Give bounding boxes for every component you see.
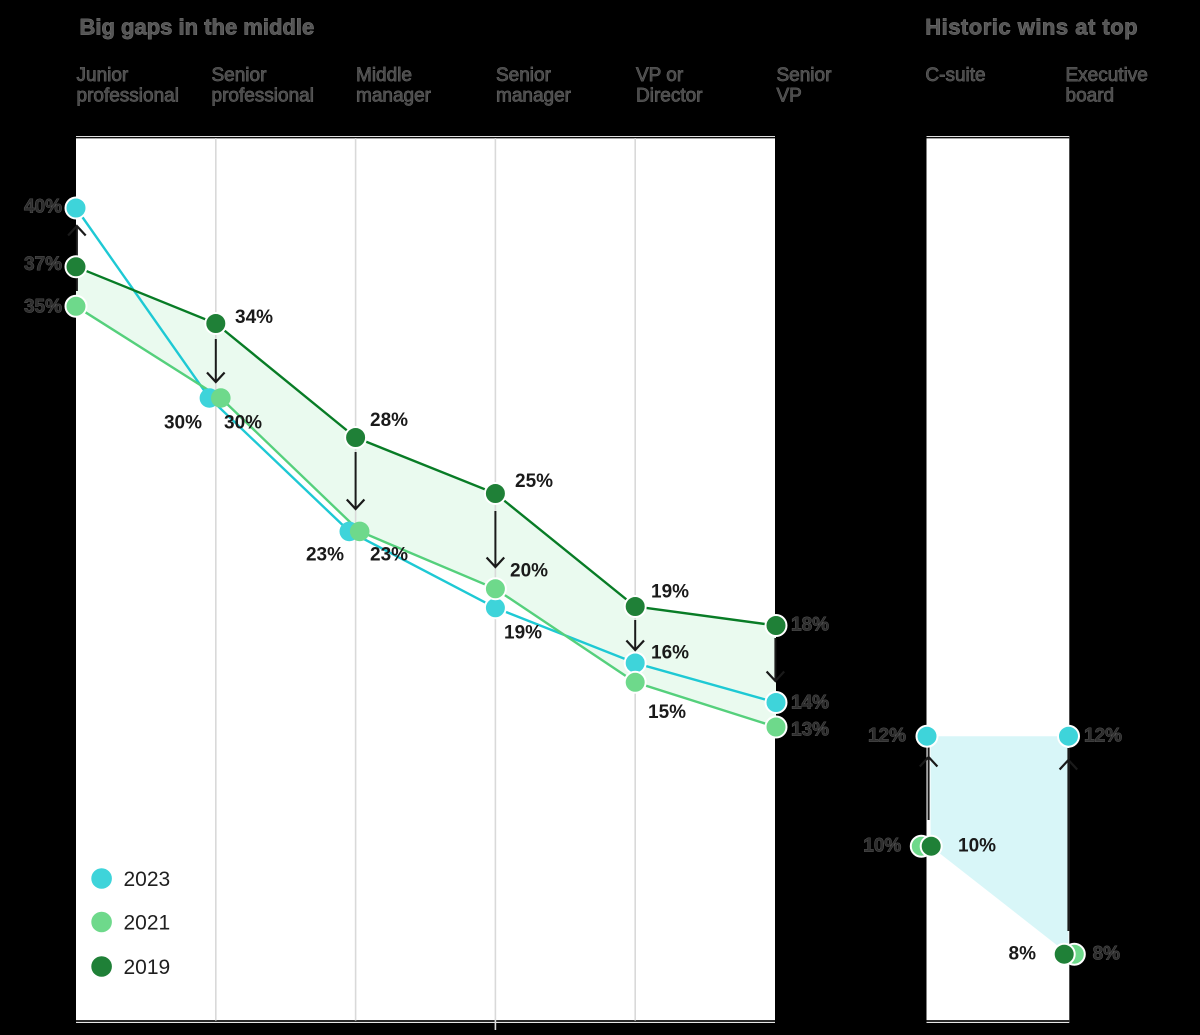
svg-text:8%: 8% <box>1093 944 1121 965</box>
svg-text:8%: 8% <box>1009 944 1037 965</box>
svg-text:10%: 10% <box>958 836 996 857</box>
svg-text:2021: 2021 <box>124 912 171 935</box>
svg-text:Historic wins at top: Historic wins at top <box>925 15 1138 40</box>
svg-text:manager: manager <box>496 86 572 107</box>
svg-text:Big gaps in the middle: Big gaps in the middle <box>80 15 315 40</box>
svg-text:Senior: Senior <box>496 65 552 86</box>
svg-text:Junior: Junior <box>77 65 129 86</box>
svg-text:23%: 23% <box>370 545 408 566</box>
svg-text:board: board <box>1066 86 1115 107</box>
svg-text:12%: 12% <box>868 726 906 747</box>
svg-text:professional: professional <box>77 86 179 107</box>
svg-text:C-suite: C-suite <box>925 65 985 86</box>
svg-text:20%: 20% <box>510 561 548 582</box>
svg-text:16%: 16% <box>651 643 689 664</box>
svg-text:15%: 15% <box>648 702 686 723</box>
svg-text:13%: 13% <box>791 720 829 741</box>
svg-text:14%: 14% <box>791 693 829 714</box>
svg-text:10%: 10% <box>863 836 901 857</box>
svg-text:37%: 37% <box>24 254 62 275</box>
svg-text:Senior: Senior <box>777 65 833 86</box>
svg-text:Middle: Middle <box>356 65 412 86</box>
svg-text:Executive: Executive <box>1066 65 1148 86</box>
svg-text:25%: 25% <box>515 471 553 492</box>
svg-text:19%: 19% <box>504 623 542 644</box>
svg-text:19%: 19% <box>651 582 689 603</box>
svg-text:28%: 28% <box>370 410 408 431</box>
svg-text:Senior: Senior <box>212 65 268 86</box>
svg-text:18%: 18% <box>791 615 829 636</box>
svg-text:2019: 2019 <box>124 956 171 979</box>
svg-text:professional: professional <box>212 86 314 107</box>
svg-text:12%: 12% <box>1084 726 1122 747</box>
svg-text:manager: manager <box>356 86 432 107</box>
svg-text:VP: VP <box>777 86 802 107</box>
svg-text:35%: 35% <box>24 297 62 318</box>
svg-text:40%: 40% <box>24 197 62 218</box>
svg-text:23%: 23% <box>306 545 344 566</box>
svg-text:34%: 34% <box>235 307 273 328</box>
svg-text:2023: 2023 <box>124 868 171 891</box>
svg-text:30%: 30% <box>224 413 262 434</box>
svg-text:Director: Director <box>636 86 703 107</box>
svg-text:VP or: VP or <box>636 65 684 86</box>
svg-text:30%: 30% <box>164 413 202 434</box>
